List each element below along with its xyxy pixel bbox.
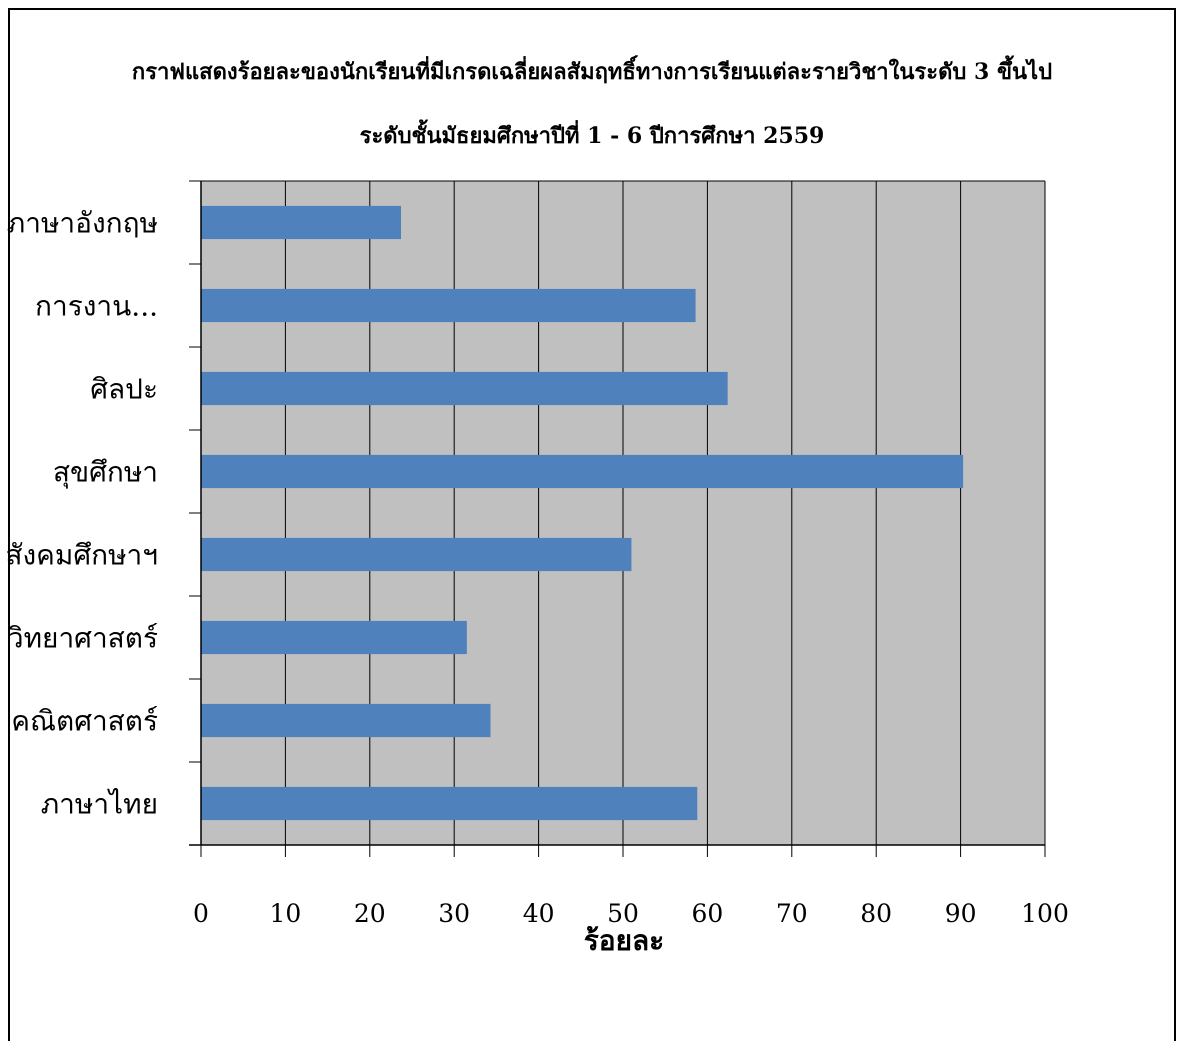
category-label: ศิลปะ [90,373,158,406]
category-label: ภาษาไทย [41,788,158,821]
category-label: คณิตศาสตร์ [11,705,158,738]
x-tick-label: 30 [438,899,470,928]
x-tick-label: 60 [691,899,723,928]
x-tick-label: 80 [860,899,892,928]
x-tick-label: 50 [607,899,639,928]
bar [201,454,964,489]
bar [201,620,467,655]
bar [201,537,632,572]
bar [201,703,491,738]
x-tick-label: 0 [193,899,209,928]
x-tick-label: 20 [354,899,386,928]
category-label: สังคมศึกษาฯ [5,539,158,572]
chart-title: กราฟแสดงร้อยละของนักเรียนที่มีเกรดเฉลี่ย… [131,59,1053,85]
category-label: สุขศึกษา [53,456,158,490]
axes [189,180,1046,857]
x-tick-label: 70 [776,899,808,928]
x-tick-label: 90 [945,899,977,928]
bar [201,371,728,406]
x-axis-title: ร้อยละ [584,924,664,957]
bar [201,288,696,323]
category-label: ภาษาอังกฤษ [7,207,158,240]
category-labels: ภาษาไทย คณิตศาสตร์ วิทยาศาสตร์ สังคมศึกษาฯ ส… [5,207,158,821]
bar [201,786,698,821]
x-tick-labels: 0 10 20 30 40 50 60 70 80 90 100 [193,899,1069,928]
x-tick-label: 10 [269,899,301,928]
x-tick-label: 40 [523,899,555,928]
category-label: วิทยาศาสตร์ [8,622,158,655]
category-label: การงาน... [35,290,158,323]
bar [201,205,402,240]
chart-subtitle: ระดับชั้นมัธยมศึกษาปีที่ 1 - 6 ปีการศึกษ… [359,123,825,149]
bars [201,205,964,821]
x-tick-label: 100 [1021,899,1069,928]
